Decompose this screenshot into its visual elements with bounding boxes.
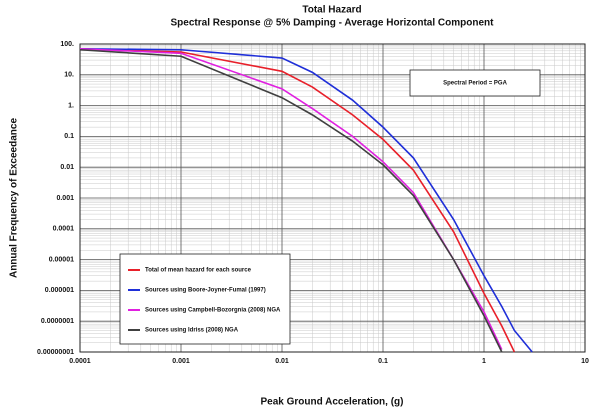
y-tick-label: 0.1 bbox=[64, 133, 74, 140]
y-tick-label: 0.00000001 bbox=[37, 349, 74, 356]
y-tick-label: 0.0000001 bbox=[41, 318, 74, 325]
x-tick-label: 0.01 bbox=[275, 358, 289, 365]
series-line bbox=[79, 47, 533, 353]
series-line bbox=[79, 47, 503, 350]
x-tick-label: 10 bbox=[581, 358, 589, 365]
legend-label: Sources using Campbell-Bozorgnia (2008) … bbox=[145, 308, 281, 314]
legend-label: Sources using Idriss (2008) NGA bbox=[145, 328, 239, 334]
series-line bbox=[79, 48, 503, 353]
y-tick-label: 10. bbox=[64, 72, 74, 79]
x-tick-label: 1 bbox=[482, 358, 486, 365]
chart-title: Total Hazard bbox=[302, 5, 361, 16]
chart-subtitle: Spectral Response @ 5% Damping - Average… bbox=[171, 18, 495, 29]
y-tick-label: 0.01 bbox=[60, 164, 74, 171]
y-axis-label: Annual Frequency of Exceedance bbox=[9, 118, 20, 278]
annotation-box bbox=[409, 69, 541, 97]
legend-box bbox=[119, 253, 291, 345]
plot-frame bbox=[79, 43, 586, 353]
y-tick-label: 0.00001 bbox=[49, 256, 74, 263]
x-tick-label: 0.001 bbox=[172, 358, 190, 365]
y-tick-label: 0.001 bbox=[56, 195, 74, 202]
x-tick-label: 0.1 bbox=[378, 358, 388, 365]
y-tick-label: 1. bbox=[68, 102, 74, 109]
legend-label: Sources using Boore-Joyner-Fumal (1997) bbox=[145, 288, 266, 294]
series-line bbox=[79, 47, 516, 353]
y-tick-label: 0.0001 bbox=[53, 226, 75, 233]
x-axis-label: Peak Ground Acceleration, (g) bbox=[261, 397, 404, 408]
annotation: Spectral Period = PGA bbox=[443, 81, 508, 87]
legend-label: Total of mean hazard for each source bbox=[145, 268, 252, 274]
x-tick-label: 0.0001 bbox=[69, 358, 91, 365]
y-tick-label: 0.000001 bbox=[45, 287, 74, 294]
y-tick-label: 100. bbox=[60, 41, 74, 48]
